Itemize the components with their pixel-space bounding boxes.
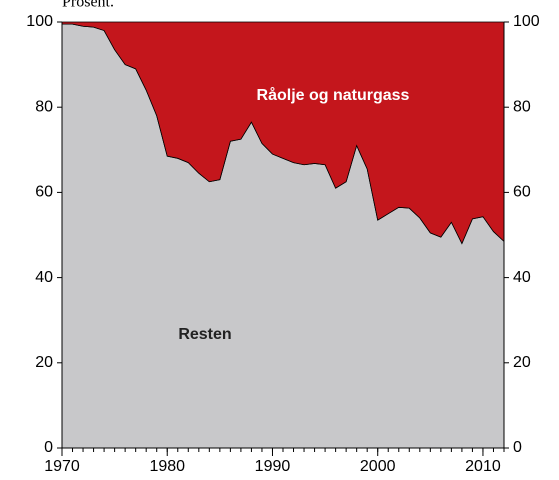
y-tick-label: 40 — [35, 269, 53, 286]
y-tick-label: 60 — [35, 184, 53, 201]
y2-tick-label: 0 — [513, 439, 522, 456]
y-tick-label: 100 — [26, 13, 53, 30]
y2-tick-label: 20 — [513, 354, 531, 371]
y2-tick-label: 60 — [513, 184, 531, 201]
y2-tick-label: 80 — [513, 98, 531, 115]
x-tick-label: 1990 — [255, 458, 291, 475]
x-tick-label: 1980 — [149, 458, 185, 475]
y2-tick-label: 100 — [513, 13, 540, 30]
series-label: Resten — [178, 326, 231, 343]
series-label: Råolje og naturgass — [257, 86, 410, 104]
y-tick-label: 80 — [35, 98, 53, 115]
y-tick-label: 0 — [44, 439, 53, 456]
x-tick-label: 1970 — [44, 458, 80, 475]
y-axis-label: Prosent. — [62, 0, 114, 11]
x-tick-label: 2000 — [360, 458, 396, 475]
y2-tick-label: 40 — [513, 269, 531, 286]
y-tick-label: 20 — [35, 354, 53, 371]
x-tick-label: 2010 — [465, 458, 501, 475]
